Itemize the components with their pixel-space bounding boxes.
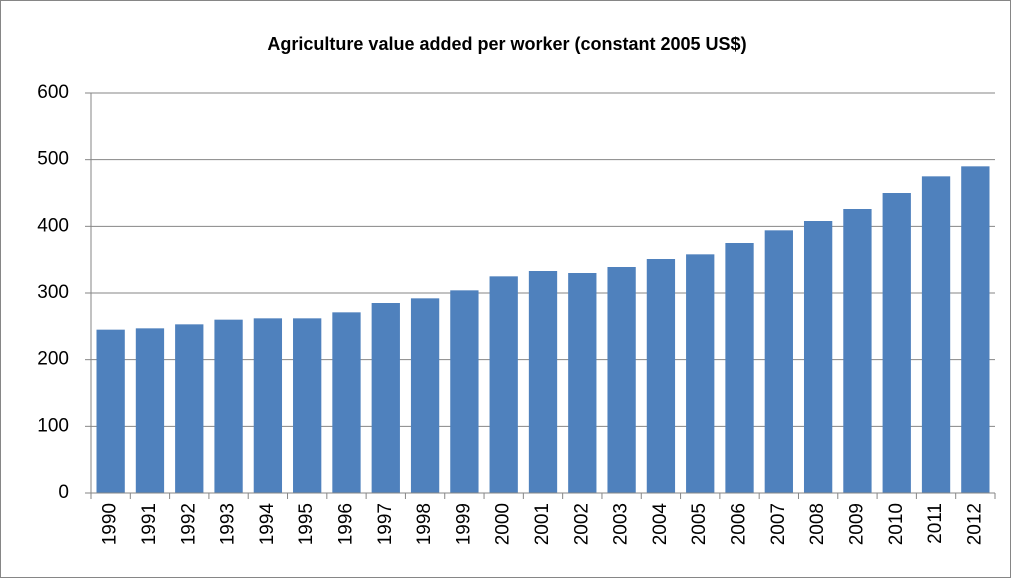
y-tick-label: 200 (37, 349, 69, 370)
bar (568, 273, 597, 493)
bar (725, 243, 754, 493)
bar (921, 176, 951, 494)
bar (843, 209, 872, 493)
x-tick-label: 2005 (689, 503, 710, 545)
x-tick-label: 2006 (729, 503, 750, 545)
y-tick-label: 0 (58, 482, 69, 503)
x-tick-label: 2004 (650, 503, 671, 546)
x-tick-label: 1994 (257, 503, 278, 546)
x-tick-label: 1997 (375, 503, 396, 545)
bar (764, 230, 793, 494)
x-tick-label: 2011 (925, 503, 946, 544)
bar (646, 259, 676, 493)
bar (450, 290, 479, 493)
x-tick-label: 1999 (453, 503, 474, 545)
x-tick-label: 2009 (846, 503, 867, 545)
x-tick-label: 2000 (493, 503, 514, 545)
x-tick-label: 1991 (139, 503, 160, 545)
bar (803, 221, 833, 493)
bar (882, 193, 911, 493)
x-tick-label: 2008 (807, 503, 828, 545)
x-tick-label: 2007 (768, 503, 789, 545)
y-tick-label: 600 (37, 82, 69, 103)
x-tick-label: 1998 (414, 503, 435, 545)
y-tick-label: 400 (37, 215, 69, 236)
bar (410, 298, 440, 493)
bar (293, 318, 322, 493)
bar (135, 328, 165, 493)
bar (686, 254, 715, 493)
x-tick-label: 2010 (886, 503, 907, 545)
bar (253, 318, 283, 493)
bar (332, 312, 361, 493)
bar (214, 319, 243, 493)
x-tick-label: 2001 (532, 503, 553, 545)
x-tick-label: 2002 (571, 503, 592, 545)
bar (489, 276, 518, 493)
x-tick-label: 1996 (335, 503, 356, 545)
y-tick-label: 500 (37, 149, 69, 170)
x-tick-label: 1995 (296, 503, 317, 545)
bar (371, 303, 400, 493)
bar (961, 166, 990, 494)
y-tick-label: 100 (37, 415, 69, 436)
bar (96, 329, 125, 493)
chart-title: Agriculture value added per worker (cons… (267, 34, 746, 54)
bar (607, 267, 636, 493)
y-tick-label: 300 (37, 282, 69, 303)
x-tick-label: 1990 (100, 503, 121, 545)
x-tick-label: 2012 (964, 503, 985, 545)
bar (528, 271, 558, 493)
x-tick-label: 1993 (218, 503, 239, 545)
x-tick-label: 1992 (178, 503, 199, 545)
x-tick-label: 2003 (611, 503, 632, 545)
bar (175, 324, 204, 493)
